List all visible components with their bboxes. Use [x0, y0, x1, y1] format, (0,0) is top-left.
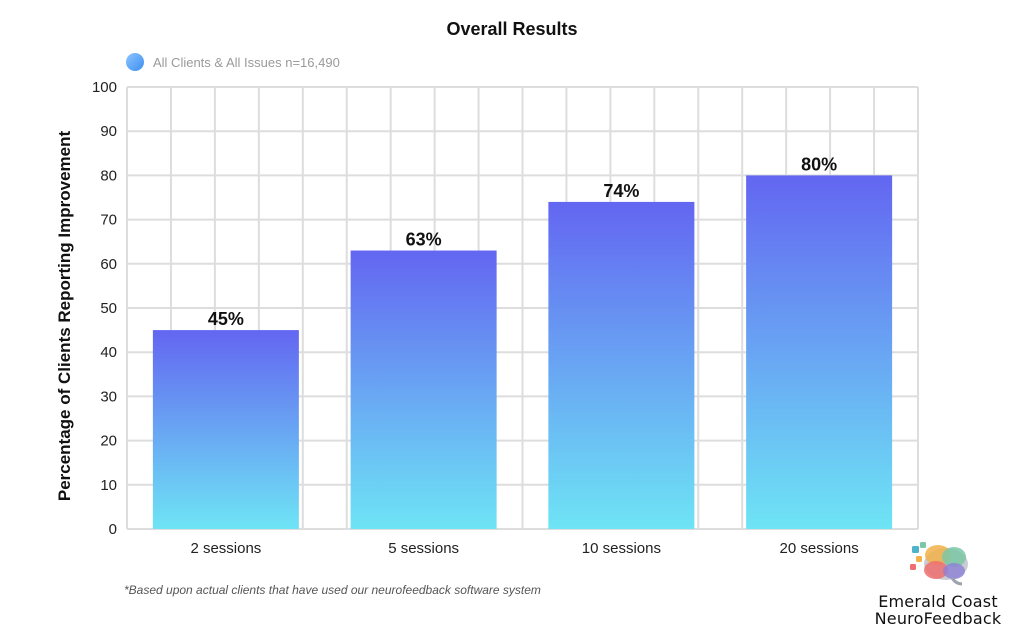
bar — [548, 201, 695, 530]
y-tick-label: 90 — [100, 123, 117, 140]
y-tick-label: 40 — [100, 344, 117, 361]
bar — [350, 250, 497, 530]
bar — [746, 175, 893, 529]
legend-label: All Clients & All Issues n=16,490 — [153, 55, 340, 70]
y-tick-label: 0 — [109, 521, 117, 538]
logo-text-line2: NeuroFeedback — [874, 609, 1002, 628]
bar-value-label: 45% — [208, 309, 244, 329]
x-axis-ticks: 2 sessions 5 sessions 10 sessions 20 sessio… — [190, 540, 858, 557]
logo-text-line1: Emerald Coast — [878, 592, 998, 611]
chart-title: Overall Results — [446, 19, 577, 39]
y-tick-label: 50 — [100, 300, 117, 317]
footnote: *Based upon actual clients that have use… — [124, 583, 541, 597]
y-tick-label: 10 — [100, 477, 117, 494]
y-axis-label: Percentage of Clients Reporting Improvem… — [55, 131, 74, 502]
data-labels: 45% 63% 74% 80% — [208, 154, 837, 329]
bar-value-label: 80% — [801, 154, 837, 174]
legend-marker — [126, 53, 144, 71]
x-tick-label: 2 sessions — [190, 540, 261, 557]
y-tick-label: 30 — [100, 388, 117, 405]
y-axis-ticks: 0 10 20 30 40 50 60 70 80 90 100 — [92, 79, 117, 538]
x-tick-label: 20 sessions — [780, 540, 859, 557]
brain-puzzle-icon — [910, 542, 968, 586]
bars — [152, 175, 893, 530]
y-tick-label: 100 — [92, 79, 117, 96]
x-tick-label: 5 sessions — [388, 540, 459, 557]
y-tick-label: 60 — [100, 256, 117, 273]
x-tick-label: 10 sessions — [582, 540, 661, 557]
y-tick-label: 20 — [100, 433, 117, 450]
bar-value-label: 74% — [603, 181, 639, 201]
y-tick-label: 70 — [100, 212, 117, 229]
y-tick-label: 80 — [100, 167, 117, 184]
bar-value-label: 63% — [406, 230, 442, 250]
company-logo: Emerald Coast NeuroFeedback — [868, 540, 1008, 628]
bar — [152, 330, 299, 529]
